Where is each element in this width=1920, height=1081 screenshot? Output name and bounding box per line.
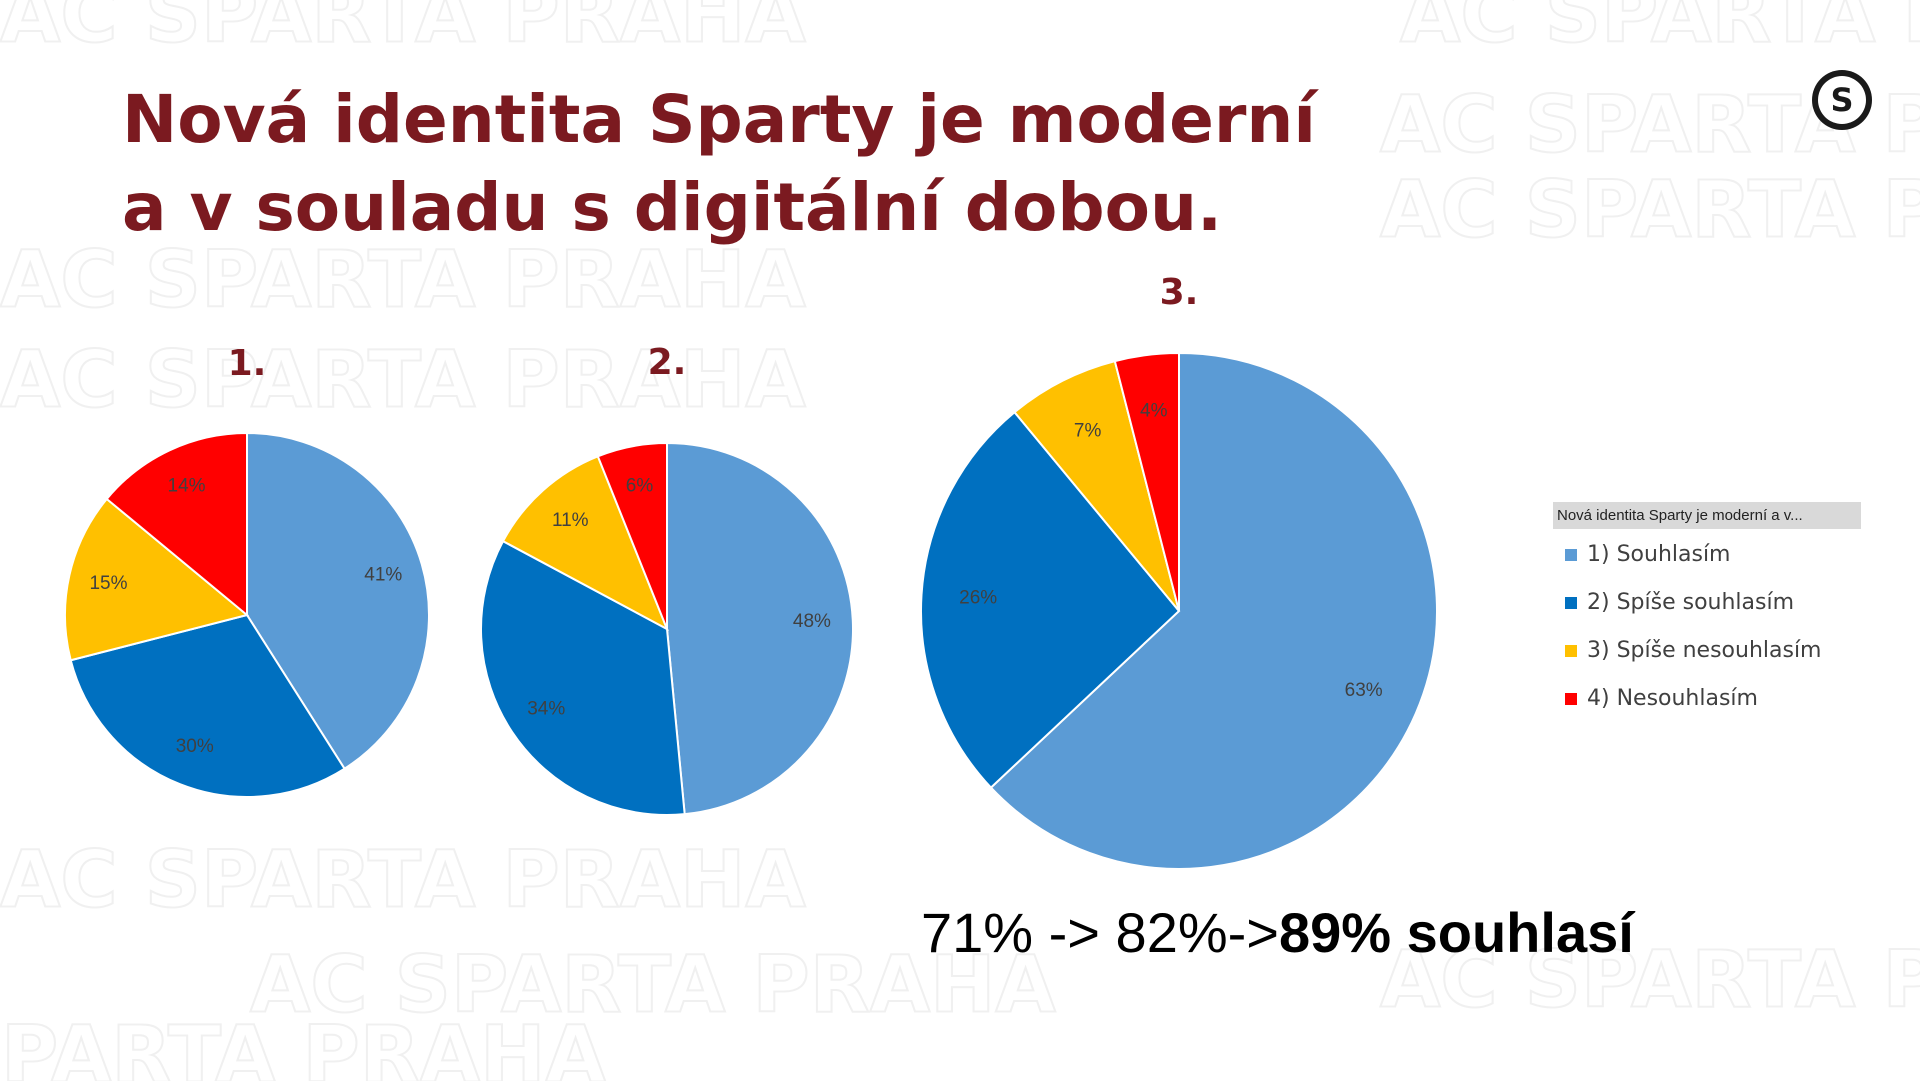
pie-slice [596, 441, 668, 630]
summary-bold: 89% souhlasí [1279, 901, 1636, 964]
data-label: 15% [89, 573, 127, 594]
pie-slice [989, 351, 1438, 870]
pie-slice [666, 441, 854, 816]
legend: Nová identita Sparty je moderní a v... [1553, 502, 1861, 529]
legend-label: 4) Nesouhlasím [1587, 686, 1758, 711]
slide-title: Nová identita Sparty je moderní [122, 81, 1319, 158]
watermark-text: AC SPARTA PRAHA [0, 235, 806, 325]
pie-title: 2. [648, 342, 687, 383]
pie-title: 3. [1160, 272, 1199, 313]
pie-slice [480, 539, 686, 816]
pie-slice [501, 455, 669, 632]
data-label: 41% [364, 564, 402, 585]
pie-slice [1113, 351, 1180, 612]
pie-slice [64, 497, 250, 662]
logo-inner [1818, 76, 1866, 124]
watermark-text: AC SPARTA PRAHA [1380, 935, 1920, 1025]
watermark-text: AC SPARTA PRAHA [1380, 165, 1920, 255]
watermark-text: AC SPARTA PRAHA [0, 835, 806, 925]
legend-swatch [1565, 597, 1577, 609]
data-label: 7% [1074, 421, 1102, 442]
pie-slice [1013, 359, 1180, 612]
data-label: 14% [168, 476, 206, 497]
data-label: 6% [626, 476, 654, 497]
pie-slice [69, 613, 346, 798]
watermark-text: AC SPARTA PRAHA [250, 940, 1056, 1030]
watermark-text: AC SPARTA PRAHA [0, 0, 806, 60]
pie-slice [920, 410, 1181, 790]
legend-swatch [1565, 549, 1577, 561]
data-label: 4% [1140, 400, 1168, 421]
data-label: 11% [552, 510, 589, 531]
data-label: 30% [176, 736, 214, 757]
data-label: 34% [527, 698, 565, 719]
legend-title-bar [1553, 502, 1861, 529]
legend-swatch [1565, 645, 1577, 657]
watermark-text: AC SPARTA PRAHA [0, 1010, 606, 1081]
legend-label: 1) Souhlasím [1587, 542, 1730, 567]
logo: S [1812, 70, 1872, 130]
data-label: 63% [1345, 680, 1383, 701]
data-label: 48% [793, 611, 831, 632]
legend-title: Nová identita Sparty je moderní a v... [1557, 507, 1803, 524]
data-label: 26% [959, 587, 997, 608]
legend-label: 3) Spíše nesouhlasím [1587, 638, 1822, 663]
slide-title: a v souladu s digitální dobou. [122, 169, 1222, 246]
logo-letter: S [1830, 81, 1853, 119]
legend-swatch [1565, 693, 1577, 705]
summary: 71% -> 82%->89% souhlasí [921, 901, 1636, 964]
pie-title: 1. [228, 343, 267, 384]
watermark-text: AC SPARTA PRAHA [1400, 0, 1920, 60]
pie-slice [105, 431, 248, 618]
legend-label: 2) Spíše souhlasím [1587, 590, 1794, 615]
summary-text: 71% -> 82%-> [921, 901, 1279, 964]
pie-slice [246, 431, 430, 771]
watermark-text: AC SPARTA PRAHA [0, 335, 806, 425]
